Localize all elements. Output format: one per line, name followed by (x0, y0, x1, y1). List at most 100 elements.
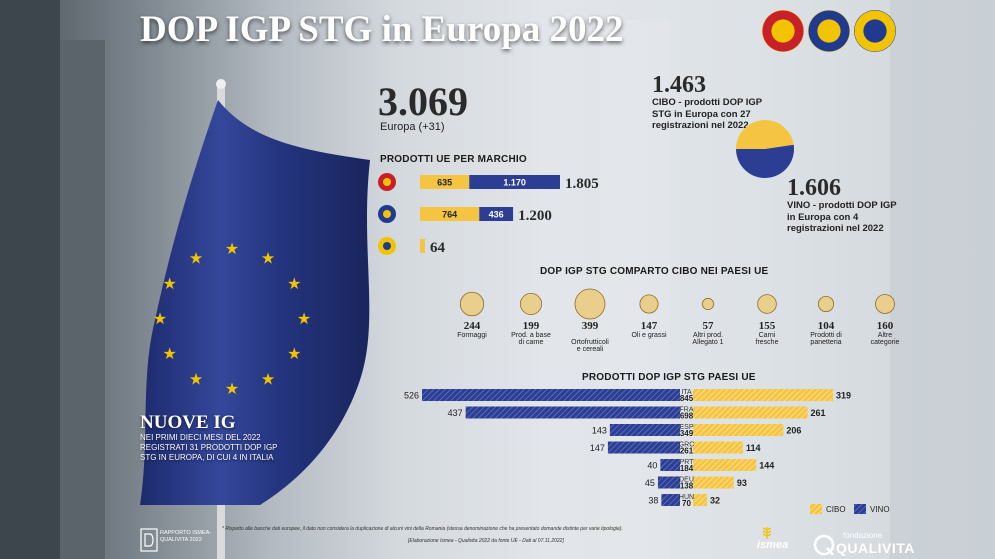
paesi-total: 349 (680, 429, 694, 438)
flag-star-icon: ★ (287, 276, 301, 293)
comparto-label: Altri prod. (693, 332, 723, 339)
marchio-bar-vino (469, 175, 560, 189)
legend-label-vino: VINO (870, 505, 890, 514)
comparto-bubble (574, 288, 606, 320)
paesi-value-cibo: 144 (759, 461, 774, 471)
comparto-label: Formaggi (457, 332, 487, 339)
comparto-label: e cereali (577, 346, 604, 353)
europa-label: Europa (+31) (380, 121, 445, 133)
igp-row-icon-center (383, 210, 391, 218)
paesi-value-cibo: 114 (746, 443, 761, 453)
paesi-bar-vino (660, 459, 680, 471)
paesi-bar-cibo (693, 441, 744, 454)
comparto-value: 199 (523, 320, 540, 332)
comparto-label: fresche (756, 339, 779, 346)
flag-cloth (140, 100, 370, 505)
paesi-total: 845 (680, 394, 694, 403)
marchio-bar-vino (479, 207, 514, 221)
nuove-ig-text: NEI PRIMI DIECI MESI DEL 2022 REGISTRATI… (140, 433, 278, 462)
flag-star-icon: ★ (225, 241, 239, 258)
paesi-bar-cibo (693, 494, 708, 506)
paesi-value-cibo: 206 (786, 426, 801, 436)
paesi-value-cibo: 261 (811, 408, 826, 418)
comparto-bubble (701, 297, 715, 311)
paesi-section-title: PRODOTTI DOP IGP STG PAESI UE (582, 372, 756, 383)
marchio-section-title: PRODOTTI UE PER MARCHIO (380, 154, 527, 165)
dop-seal-icon (762, 10, 804, 52)
pie-slice-cibo (736, 119, 794, 149)
comparto-label: Oli e grassi (631, 332, 666, 339)
comparto-label: Altre (878, 332, 893, 339)
qualivita-logo: QUALIVITA (836, 540, 915, 556)
paesi-value-vino: 38 (648, 496, 658, 506)
paesi-bar-vino (422, 389, 680, 401)
paesi-bar-cibo (693, 424, 784, 436)
comparto-label: Prod. a base (511, 332, 551, 339)
paesi-total: 261 (680, 447, 694, 456)
comparto-bubble (875, 294, 895, 314)
marchio-label-vino: 1.170 (503, 178, 526, 188)
comparto-label: Carni (759, 332, 776, 339)
comparto-value: 244 (464, 320, 481, 332)
marchio-label-cibo: 764 (442, 210, 457, 220)
marchio-row-dop: 635 1.170 1.805 (378, 173, 599, 192)
comparto-label: Allegato 1 (692, 339, 723, 346)
ismea-logo: ismea (757, 539, 789, 551)
paesi-value-vino: 143 (592, 426, 607, 436)
comparto-value: 399 (582, 320, 599, 332)
dop-row-icon-center (383, 178, 391, 186)
marchio-bar-cibo (420, 175, 470, 189)
paesi-bar-vino (465, 406, 680, 419)
marchio-row-stg: 64 (378, 237, 445, 256)
flag-star-icon: ★ (225, 381, 239, 398)
comparto-bubble (520, 293, 542, 315)
paesi-value-vino: 437 (448, 408, 463, 418)
marchio-total: 1.805 (565, 176, 599, 192)
paesi-value-vino: 40 (647, 461, 657, 471)
flag-star-icon: ★ (297, 311, 311, 328)
eu-flag: ★ ★ ★ ★ ★ ★ ★ ★ ★ ★ ★ ★ (140, 79, 370, 559)
marchio-chart: 635 1.170 1.805 764 436 1.200 64 (378, 173, 599, 256)
paesi-bar-cibo (693, 476, 734, 489)
page-title: DOP IGP STG in Europa 2022 (140, 9, 624, 50)
flag-star-icon: ★ (162, 276, 176, 293)
comparto-label: Ortofrutticoli (571, 339, 609, 346)
cibo-vino-pie (736, 119, 794, 178)
rapporto-logo-icon (140, 528, 158, 552)
flag-star-icon: ★ (189, 250, 203, 267)
vino-label: VINO - prodotti DOP IGP in Europa con 4 … (787, 200, 897, 234)
paesi-bar-vino (661, 494, 680, 506)
cibo-label: CIBO - prodotti DOP IGP STG in Europa co… (652, 97, 762, 131)
europa-total: 3.069 (378, 79, 468, 124)
paesi-value-cibo: 32 (710, 496, 720, 506)
footnote-1: * Rispetto alle banche dati europee, il … (222, 526, 623, 532)
qualivita-small: fondazione (843, 531, 883, 540)
paesi-country: HUN (679, 494, 694, 501)
paesi-country: GRC (679, 442, 695, 449)
rapporto-label: RAPPORTO ISMEA-QUALIVITA 2022 (160, 530, 212, 543)
paesi-total: 184 (680, 464, 694, 473)
flag-star-icon: ★ (261, 372, 275, 389)
paesi-bar-vino (609, 424, 680, 436)
stg-seal-icon (854, 10, 896, 52)
footnote-2: [Elaborazione Ismea - Qualivita 2022 da … (408, 538, 564, 544)
flag-stars: ★ ★ ★ ★ ★ ★ ★ ★ ★ ★ ★ ★ (153, 241, 311, 398)
stg-row-icon-center (383, 242, 391, 250)
ismea-wheat-icon (762, 527, 772, 539)
paesi-value-vino: 147 (590, 443, 605, 453)
legend-swatch-cibo (810, 504, 822, 514)
